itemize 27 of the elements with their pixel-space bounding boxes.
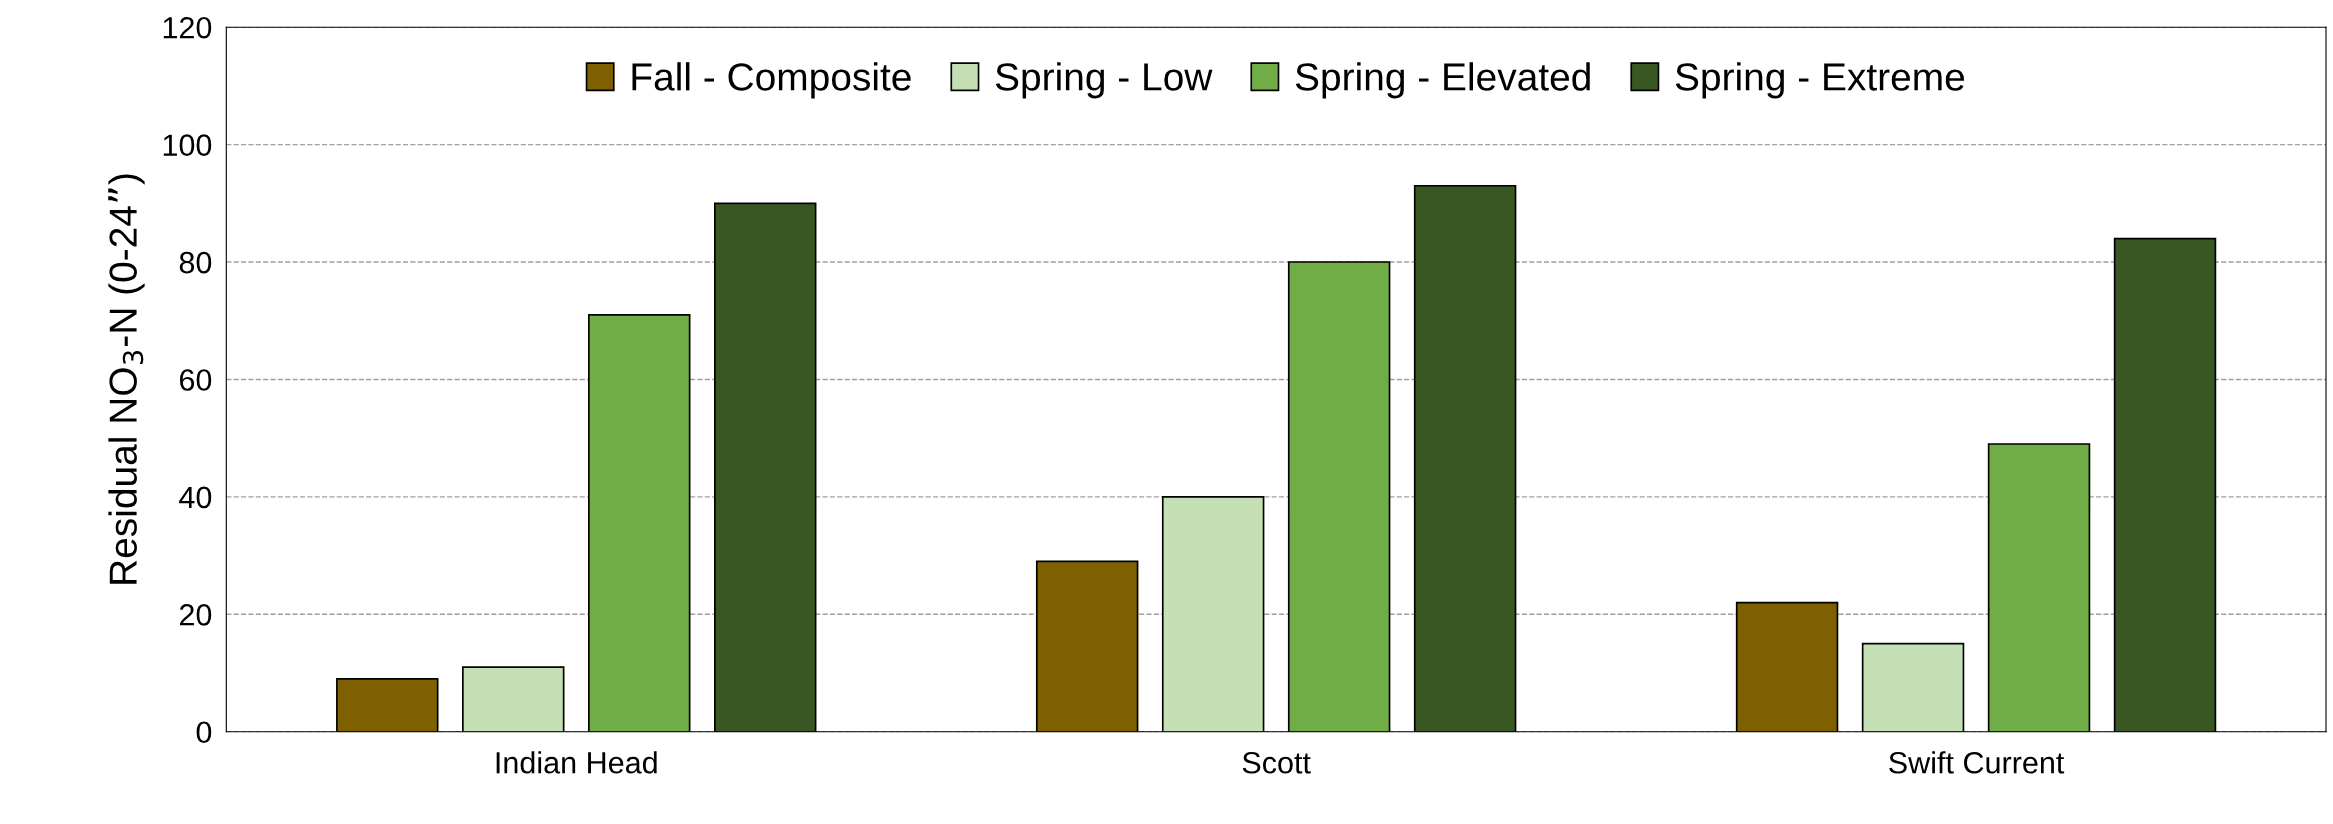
bar (713, 202, 817, 732)
bar (1287, 261, 1391, 732)
legend-label: Spring - Extreme (1675, 62, 1965, 99)
y-tick-label: 80 (179, 251, 212, 274)
bar (588, 314, 691, 732)
x-tick-label: Indian Head (496, 751, 657, 774)
y-tick-label: 100 (163, 134, 212, 156)
legend-label: Spring - Elevated (1295, 62, 1590, 99)
bar (1413, 184, 1517, 732)
bar (1035, 560, 1139, 732)
y-tick-label: 0 (196, 721, 212, 744)
y-tick-label: 20 (179, 604, 212, 626)
y-tick-label: 60 (179, 369, 212, 391)
y-tick-label: 40 (179, 486, 212, 509)
y-tick-label: 120 (163, 16, 212, 39)
bar (1987, 443, 2091, 732)
bar (1735, 601, 1839, 732)
bar (336, 678, 439, 732)
legend-label: Fall - Composite (632, 62, 911, 99)
bar (462, 666, 565, 732)
bar (1161, 496, 1265, 732)
y-axis-title: Residual NO$_{3}$-N (0-24”) (108, 174, 145, 584)
bar (1861, 642, 1965, 732)
legend-label: Spring - Low (995, 62, 1213, 99)
x-tick-label: Scott (1242, 751, 1311, 774)
bar (2113, 237, 2217, 732)
x-tick-label: Swift Current (1889, 751, 2065, 774)
